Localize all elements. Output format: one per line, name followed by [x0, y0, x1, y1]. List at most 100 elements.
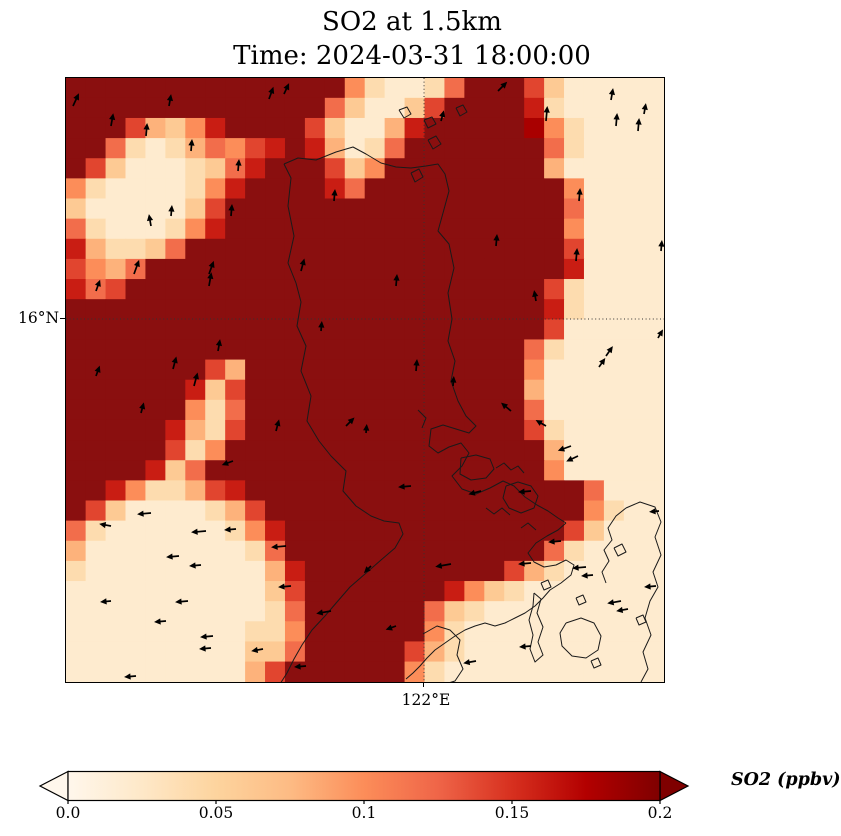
heatmap-cell — [245, 258, 266, 280]
heatmap-cell — [66, 460, 87, 481]
wind-arrow-head — [616, 606, 624, 614]
heatmap-cell — [444, 460, 465, 481]
heatmap-cell — [384, 198, 406, 220]
wind-arrow-head — [535, 420, 543, 426]
heatmap-cell — [265, 138, 286, 159]
wind-arrow — [598, 357, 606, 368]
heatmap-cell — [464, 138, 485, 159]
heatmap-cell — [205, 359, 226, 381]
heatmap-cell — [623, 480, 645, 502]
heatmap-cell — [344, 339, 366, 361]
heatmap-cell — [205, 581, 226, 602]
heatmap-cell — [643, 138, 664, 159]
wind-arrow — [199, 645, 212, 652]
heatmap-cell — [245, 581, 266, 602]
heatmap-cell — [444, 480, 465, 502]
coastline-path — [280, 163, 404, 682]
heatmap-cell — [504, 480, 525, 502]
heatmap-cell — [145, 661, 166, 682]
heatmap-cell — [544, 198, 565, 220]
heatmap-cell — [544, 379, 565, 401]
heatmap-cell — [284, 97, 306, 119]
heatmap-cell — [424, 78, 446, 99]
heatmap-cell — [583, 500, 605, 522]
heatmap-cell — [364, 399, 386, 421]
heatmap-cell — [324, 540, 346, 562]
heatmap-cell — [603, 359, 625, 381]
heatmap-cell — [464, 419, 485, 441]
heatmap-cell — [125, 138, 147, 159]
heatmap-cell — [524, 178, 545, 200]
heatmap-cell — [484, 581, 505, 602]
wind-arrow — [518, 560, 532, 567]
heatmap-cell — [85, 138, 107, 159]
heatmap-cell — [384, 379, 406, 401]
heatmap-cell — [185, 500, 206, 522]
heatmap-cell — [524, 258, 545, 280]
heatmap-cell — [444, 540, 465, 562]
heatmap-cell — [225, 138, 246, 159]
heatmap-cell — [66, 319, 87, 341]
heatmap-cell — [165, 258, 186, 280]
wind-arrow — [166, 553, 180, 560]
heatmap-cell — [105, 198, 127, 220]
wind-arrow — [221, 459, 234, 466]
heatmap-cell — [643, 218, 664, 240]
heatmap-cell — [623, 158, 645, 179]
heatmap-cell — [524, 198, 545, 220]
heatmap-cell — [225, 460, 246, 481]
heatmap-cell — [524, 601, 545, 622]
heatmap-cell — [304, 500, 326, 522]
heatmap-cell — [504, 419, 525, 441]
heatmap-cell — [245, 178, 266, 200]
heatmap-cell — [643, 117, 664, 139]
wind-arrow-head — [557, 445, 566, 452]
heatmap-cell — [464, 460, 485, 481]
heatmap-cell — [324, 238, 346, 260]
heatmap-cell — [544, 319, 565, 341]
heatmap-cell — [524, 520, 545, 542]
heatmap-cell — [464, 258, 485, 280]
heatmap-cell — [444, 78, 465, 99]
heatmap-cell — [265, 218, 286, 240]
heatmap-cell — [564, 621, 585, 643]
heatmap-cell — [364, 138, 386, 159]
heatmap-cell — [424, 258, 446, 280]
wind-arrow — [228, 204, 235, 217]
heatmap-cell — [583, 78, 605, 99]
heatmap-cell — [603, 319, 625, 341]
heatmap-cell — [504, 540, 525, 562]
heatmap-cell — [603, 540, 625, 562]
heatmap-cell — [444, 138, 465, 159]
heatmap-cell — [284, 339, 306, 361]
heatmap-cell — [364, 198, 386, 220]
heatmap-cell — [165, 520, 186, 542]
wind-arrow-head — [283, 83, 290, 91]
heatmap-cell — [304, 601, 326, 622]
heatmap-cell — [66, 178, 87, 200]
heatmap-cell — [145, 359, 166, 381]
wind-arrow — [532, 290, 539, 302]
heatmap-cell — [583, 601, 605, 622]
heatmap-cell — [404, 218, 426, 240]
heatmap-cell — [484, 359, 505, 381]
heatmap-cell — [85, 560, 107, 582]
heatmap-cell — [544, 419, 565, 441]
heatmap-cell — [504, 661, 525, 682]
wind-arrow-head — [268, 86, 275, 94]
heatmap-cell — [564, 78, 585, 99]
colorbar-tick-label: 0.15 — [494, 804, 530, 822]
coastline-path — [410, 168, 424, 183]
heatmap-cell — [66, 641, 87, 663]
heatmap-cell — [66, 480, 87, 502]
heatmap-cell — [85, 460, 107, 481]
heatmap-cell — [623, 399, 645, 421]
heatmap-cell — [66, 399, 87, 421]
wind-arrow — [271, 543, 287, 550]
heatmap-cell — [484, 198, 505, 220]
heatmap-cell — [85, 78, 107, 99]
heatmap-cell — [464, 319, 485, 341]
wind-arrow-head — [143, 123, 150, 130]
heatmap-cell — [185, 339, 206, 361]
heatmap-cell — [205, 339, 226, 361]
